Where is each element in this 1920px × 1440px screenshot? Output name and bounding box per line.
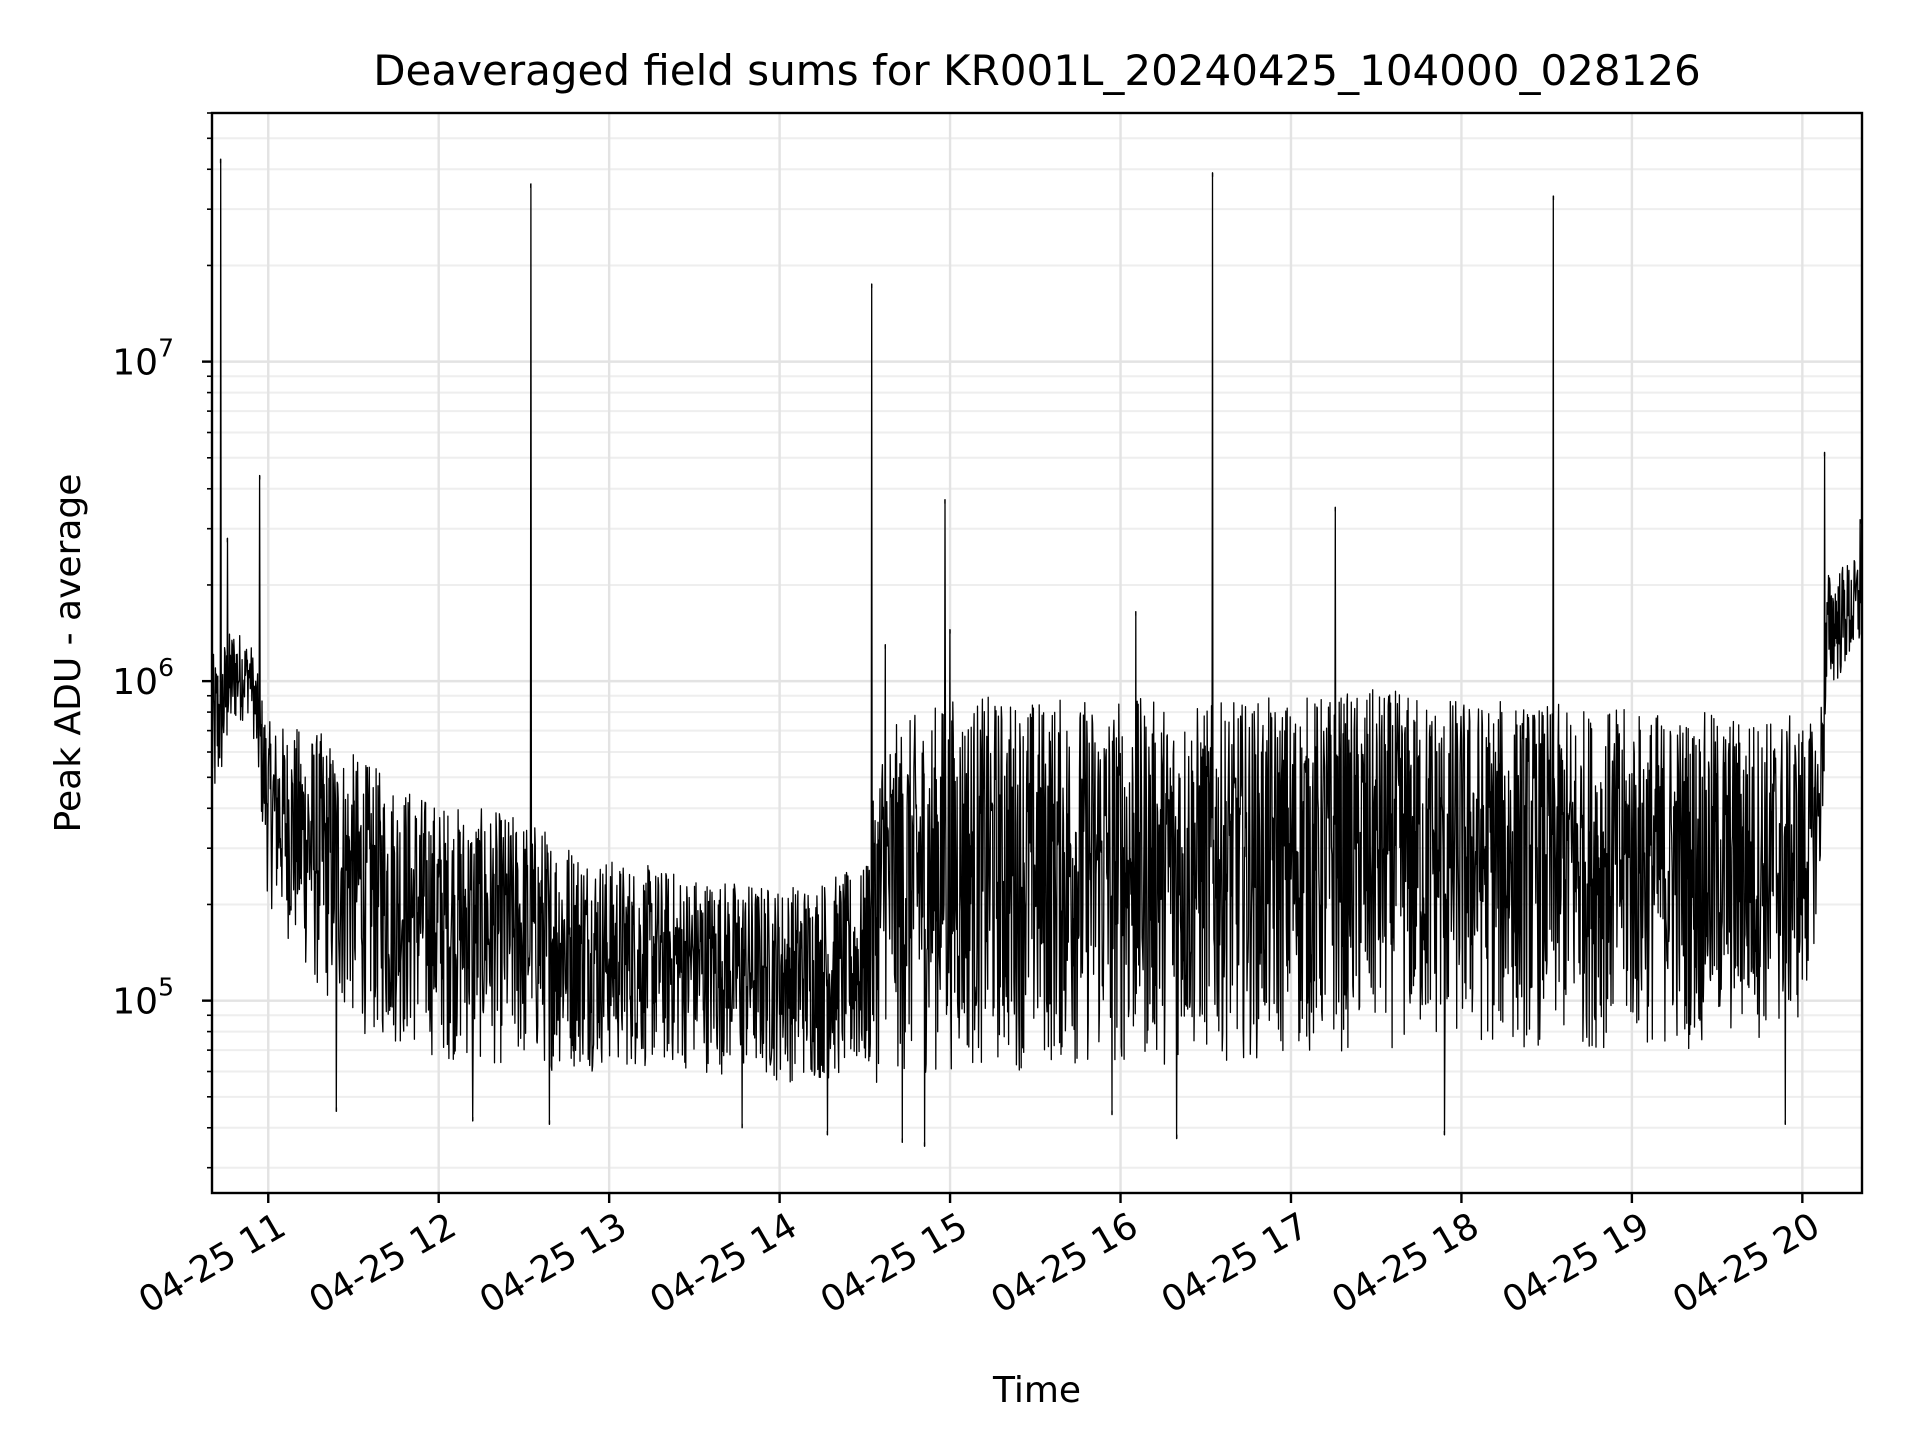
plot-frame [210, 111, 1864, 1195]
x-axis-label: Time [992, 1370, 1081, 1411]
y-tick-label-base: 10 [112, 662, 158, 703]
y-tick-label-exponent: 6 [158, 653, 174, 682]
y-tick-label-base: 10 [112, 343, 158, 384]
y-axis-label: Peak ADU - average [48, 474, 89, 833]
y-tick-label-exponent: 5 [158, 973, 174, 1002]
y-tick-label-base: 10 [112, 982, 158, 1023]
chart-title: Deaveraged field sums for KR001L_2024042… [373, 46, 1701, 95]
y-tick-label: 106 [112, 653, 174, 703]
series-group [211, 158, 1863, 1147]
series-line [211, 158, 1863, 1147]
y-tick-label-exponent: 7 [158, 334, 174, 363]
y-tick-label: 105 [112, 973, 174, 1023]
y-tick-label: 107 [112, 334, 174, 384]
